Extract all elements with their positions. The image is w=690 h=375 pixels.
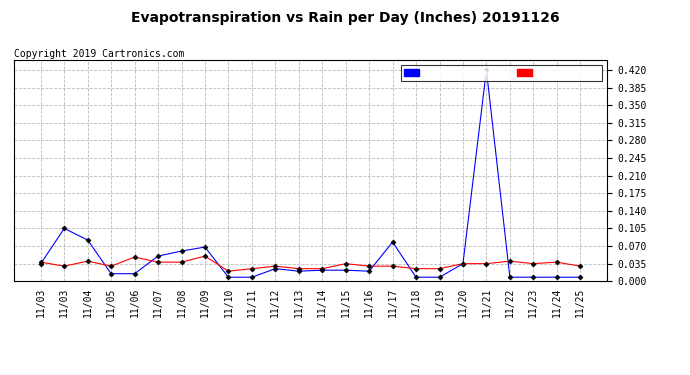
- Text: Copyright 2019 Cartronics.com: Copyright 2019 Cartronics.com: [14, 49, 184, 59]
- Text: Evapotranspiration vs Rain per Day (Inches) 20191126: Evapotranspiration vs Rain per Day (Inch…: [130, 11, 560, 25]
- Legend: Rain  (Inches), ET  (Inches): Rain (Inches), ET (Inches): [402, 65, 602, 81]
